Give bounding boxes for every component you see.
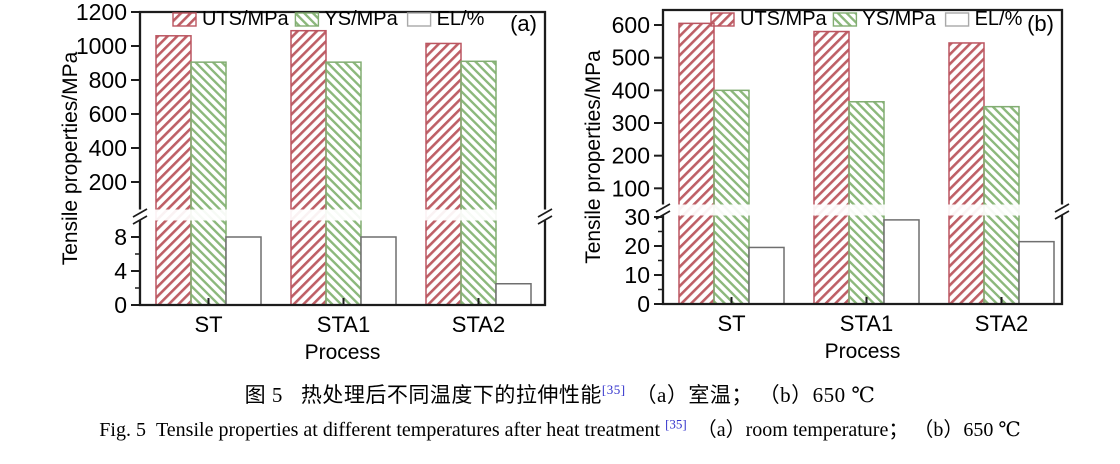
legend-label-ys: YS/MPa	[862, 8, 936, 30]
bar-el-sta2	[495, 283, 532, 306]
caption-line-zh: 图 5 热处理后不同温度下的拉伸性能[35] （a）室温； （b）650 ℃	[0, 380, 1120, 410]
figure-caption: 图 5 热处理后不同温度下的拉伸性能[35] （a）室温； （b）650 ℃ Fig…	[0, 380, 1120, 445]
axis-break-band	[141, 209, 544, 221]
y-tick-label: 8	[114, 224, 127, 250]
x-tick-label-sta2: STA2	[452, 312, 505, 337]
caption-zh-items: （a）室温； （b）650 ℃	[635, 383, 876, 407]
x-tick-label-st: ST	[717, 311, 745, 336]
bar-uts-st	[678, 22, 715, 305]
bar-el-sta2	[1018, 240, 1055, 305]
bar-uts-sta1	[290, 29, 327, 306]
citation-ref-en[interactable]: [35]	[665, 416, 687, 432]
y-tick-label: 10	[624, 262, 650, 288]
y-tick-label: 600	[612, 12, 650, 38]
y-tick-label: 100	[612, 175, 650, 201]
axis-break-mark	[1054, 203, 1070, 220]
legend-swatch-uts	[172, 12, 197, 27]
x-tick-label-st: ST	[194, 312, 222, 337]
y-tick-label: 600	[89, 101, 127, 127]
bar-ys-sta2	[460, 60, 497, 306]
legend-swatch-ys	[294, 12, 320, 27]
legend-label-uts: UTS/MPa	[202, 8, 290, 30]
bar-el-sta1	[360, 236, 397, 306]
x-axis-title: Process	[305, 341, 381, 364]
axis-break-mark	[537, 208, 553, 225]
x-tick-label-sta1: STA1	[840, 311, 893, 336]
y-tick-label: 800	[89, 67, 127, 93]
citation-ref-zh[interactable]: [35]	[601, 382, 626, 397]
y-tick-label: 400	[89, 135, 127, 161]
y-tick-label: 200	[89, 169, 127, 195]
y-axis-title: Tensile properties/MPa	[582, 50, 605, 264]
bar-el-sta1	[883, 219, 920, 305]
bar-el-st	[748, 246, 785, 305]
bar-ys-sta1	[848, 101, 885, 305]
bar-ys-st	[190, 61, 227, 306]
legend-label-uts: UTS/MPa	[740, 8, 828, 30]
legend-swatch-uts	[710, 12, 735, 27]
y-axis-title: Tensile properties/MPa	[59, 51, 82, 265]
caption-line-en: Fig. 5 Tensile properties at different te…	[0, 415, 1120, 445]
bar-uts-sta2	[425, 42, 462, 306]
x-tick-label-sta1: STA1	[317, 312, 370, 337]
bar-uts-st	[155, 35, 192, 306]
caption-zh-label: 图 5	[244, 383, 283, 407]
legend-swatch-ys	[832, 12, 858, 27]
bar-el-st	[225, 236, 262, 306]
y-tick-label: 1200	[76, 0, 127, 25]
chart-panel-b: 100 200 300 400 500 600 0 10 20 30 ST STA1 STA2 Proce…	[582, 8, 1070, 363]
y-tick-label: 0	[114, 292, 127, 318]
axis-break-band	[664, 204, 1061, 216]
legend-label-el: EL/%	[975, 8, 1023, 30]
y-tick-label: 4	[114, 258, 127, 284]
y-tick-label: 20	[624, 233, 650, 259]
bar-uts-sta1	[813, 30, 850, 305]
panel-label: (a)	[510, 11, 537, 36]
legend-swatch-el	[406, 12, 432, 27]
bar-uts-sta2	[948, 42, 985, 305]
bar-ys-sta1	[325, 61, 362, 306]
x-axis-title: Process	[825, 340, 901, 363]
caption-en-text: Tensile properties at different temperat…	[155, 419, 661, 441]
y-tick-label: 400	[612, 77, 650, 103]
y-tick-label: 1000	[76, 33, 127, 59]
bar-ys-st	[713, 89, 750, 305]
legend-label-el: EL/%	[437, 8, 485, 30]
caption-en-label: Fig. 5	[99, 419, 146, 441]
y-tick-label: 30	[624, 204, 650, 230]
chart-panel-a: 200 400 600 800 1000 1200 0 4 8 ST STA1 STA2 Process…	[59, 0, 553, 364]
x-tick-label-sta2: STA2	[975, 311, 1028, 336]
caption-en-items: （a）room temperature； （b）650 ℃	[696, 419, 1021, 441]
panel-label: (b)	[1027, 11, 1054, 36]
y-tick-label: 300	[612, 110, 650, 136]
caption-zh-text: 热处理后不同温度下的拉伸性能	[300, 383, 602, 407]
legend-swatch-el	[944, 12, 970, 27]
y-tick-label: 0	[637, 291, 650, 317]
y-tick-label: 500	[612, 45, 650, 71]
y-tick-label: 200	[612, 143, 650, 169]
legend-label-ys: YS/MPa	[324, 8, 398, 30]
axis-break-mark	[132, 208, 148, 225]
